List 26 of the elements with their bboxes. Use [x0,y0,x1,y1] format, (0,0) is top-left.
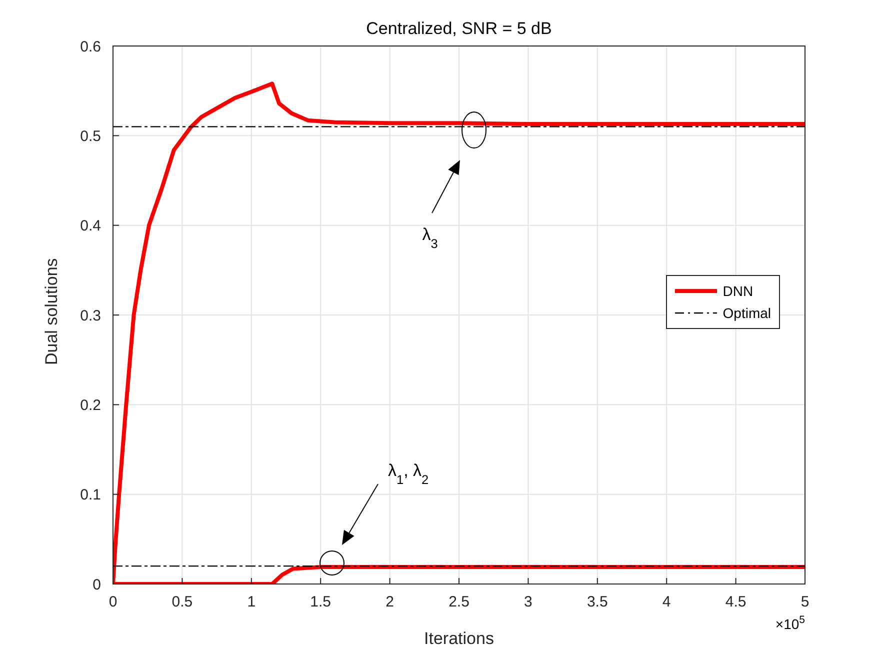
x-tick-label: 1.5 [310,594,332,611]
legend-label: DNN [722,283,754,299]
text: ×10$^{5}$ [775,614,806,632]
x-tick-label: 2.5 [448,594,470,611]
x-tick-label: 3.5 [586,594,608,611]
y-tick-label: 0.4 [80,218,101,235]
chart-title: Centralized, SNR = 5 dB [366,19,552,38]
legend-label: Optimal [722,305,771,321]
y-axis-title: Dual solutions [42,258,62,365]
y-tick-label: 0.3 [80,307,101,324]
x-tick-label: 1 [247,594,256,611]
x-tick-label: 0 [108,594,118,611]
x-tick-label: 0.5 [172,594,193,611]
annotation: λ$_{3}$ [422,225,438,250]
y-tick-label: 0 [92,576,101,594]
x-tick-label: 3 [524,594,532,611]
annotation: λ$_{1}$, λ$_{2}$ [388,461,429,486]
y-tick-label: 0.2 [80,396,101,414]
y-tick-label: 0.1 [80,486,101,504]
x-tick-label: 2 [386,594,394,611]
x-tick-label: 5 [800,594,810,611]
x-tick-label: 4.5 [725,594,746,611]
y-tick-label: 0.6 [80,38,101,56]
x-tick-label: 4 [662,594,671,611]
y-tick-label: 0.5 [80,128,101,145]
x-axis-title: Iterations [424,629,494,648]
